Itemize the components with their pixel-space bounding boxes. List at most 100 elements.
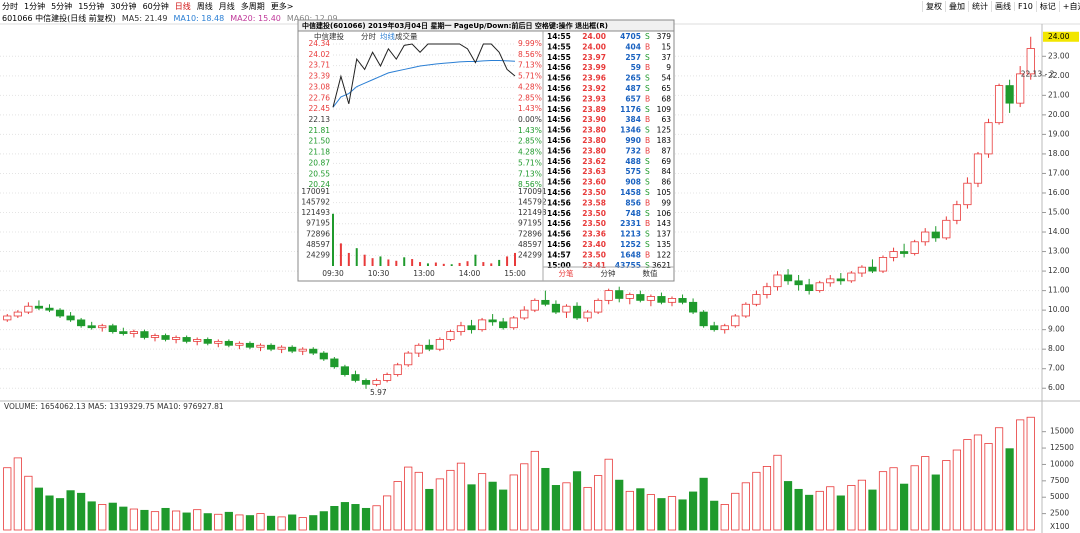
intraday-volume-bar — [403, 257, 406, 266]
period-tab[interactable]: 周线 — [196, 1, 213, 11]
trade-side: S — [645, 32, 650, 41]
candle-body — [1005, 85, 1014, 104]
candle-body — [815, 282, 824, 292]
bottom-tab[interactable]: 分钟 — [601, 268, 616, 278]
volume-bar — [119, 506, 128, 531]
volume-bar — [488, 481, 497, 531]
trade-volume: 657 — [625, 94, 641, 103]
intraday-volume-bar — [498, 259, 501, 266]
volume-bar — [203, 513, 212, 531]
vol-label: 97195 — [518, 219, 542, 228]
candle-body — [530, 299, 539, 311]
ma-label: MA60: 12.09 — [286, 13, 338, 23]
trade-price: 23.58 — [582, 198, 606, 207]
trade-side: B — [645, 94, 650, 103]
popup-frame — [297, 19, 675, 282]
volume-bar — [266, 515, 276, 531]
candle-body — [203, 339, 212, 344]
tool-button[interactable]: 标记 — [1035, 0, 1059, 12]
trade-volume: 2331 — [620, 219, 641, 228]
candle-body — [140, 331, 149, 338]
price-label: 23.39 — [309, 72, 331, 81]
candle-body — [467, 325, 476, 331]
volume-bar — [931, 474, 940, 531]
tool-button[interactable]: F10 — [1014, 1, 1036, 11]
trade-time: 14:56 — [547, 63, 571, 72]
trade-time: 14:56 — [547, 198, 571, 207]
bottom-tab[interactable]: 数值 — [643, 268, 658, 278]
tool-button[interactable]: 叠加 — [945, 0, 968, 12]
volume-bar — [942, 460, 951, 531]
bottom-tab[interactable]: 分笔 — [559, 268, 574, 278]
intraday-volume-bar — [411, 259, 414, 266]
y-tick-label: 9.00 — [1048, 325, 1065, 334]
trade-volume: 1176 — [620, 105, 641, 114]
period-tab[interactable]: 日线 — [174, 1, 191, 11]
tool-button[interactable]: 统计 — [968, 0, 991, 12]
volume-bar — [129, 508, 138, 531]
period-tab[interactable]: 月线 — [218, 1, 235, 11]
y-tick-label: 12500 — [1050, 443, 1074, 452]
y-tick-label: 23.00 — [1048, 51, 1070, 60]
candle-body — [836, 278, 845, 282]
volume-bar — [161, 507, 170, 531]
candle-body — [66, 315, 75, 321]
period-tab[interactable]: 多周期 — [240, 1, 265, 11]
volume-bar — [150, 511, 160, 531]
y-tick-label: 15.00 — [1048, 208, 1070, 217]
tool-button[interactable]: +自选 — [1058, 0, 1080, 12]
y-tick-label: 10000 — [1050, 459, 1074, 468]
candle-body — [826, 278, 835, 284]
pct-label: 8.56% — [518, 50, 542, 59]
volume-bar — [404, 466, 413, 531]
volume-bar — [921, 456, 930, 531]
period-tab[interactable]: 5分钟 — [51, 1, 73, 11]
tool-button[interactable]: 画线 — [991, 0, 1014, 12]
popup-tab[interactable]: 中信建投 — [314, 31, 344, 41]
price-label: 23.08 — [309, 82, 331, 91]
period-tab[interactable]: 30分钟 — [110, 1, 137, 11]
intraday-volume-bar — [419, 262, 422, 266]
trade-side: B — [645, 42, 650, 51]
popup-tab[interactable]: 均线 — [380, 31, 395, 41]
period-tab[interactable]: 60分钟 — [142, 1, 169, 11]
trade-time: 14:56 — [547, 188, 571, 197]
volume-bar — [446, 469, 455, 531]
volume-bar — [741, 482, 750, 531]
period-tab[interactable]: 更多> — [270, 1, 294, 11]
time-label: 09:30 — [322, 269, 344, 278]
popup-tab[interactable]: 成交量 — [395, 31, 418, 41]
volume-bar — [435, 478, 444, 531]
volume-bar — [720, 504, 729, 531]
pct-label: 1.43% — [518, 104, 542, 113]
trade-volume: 43755 — [615, 261, 641, 270]
tool-button[interactable]: 复权 — [922, 0, 945, 12]
candle-body — [847, 272, 856, 282]
period-toolbar: 分时 1分钟 5分钟 15分钟 30分钟 60分钟 日线 周线 月线 多周期 更多> — [2, 0, 293, 12]
volume-bar — [1026, 416, 1035, 531]
trade-count: 3621 — [652, 261, 671, 270]
popup-tab[interactable]: 分时 — [361, 31, 376, 41]
intraday-volume-bar — [339, 243, 342, 266]
trade-count: 15 — [661, 42, 671, 51]
period-tab[interactable]: 1分钟 — [24, 1, 46, 11]
y-tick-label: 22.00 — [1048, 71, 1070, 80]
popup-titlebar — [297, 19, 675, 32]
volume-bar — [55, 498, 65, 531]
candle-body — [87, 325, 96, 329]
trade-price: 23.63 — [582, 167, 606, 176]
price-label: 20.24 — [309, 180, 331, 189]
candle-body — [773, 274, 782, 288]
price-label: 20.55 — [309, 169, 331, 178]
trade-volume: 384 — [625, 115, 641, 124]
period-tab[interactable]: 15分钟 — [78, 1, 105, 11]
candle-body — [604, 290, 613, 301]
candle-body — [372, 380, 381, 385]
trade-volume: 1648 — [620, 250, 641, 259]
volume-bar — [1016, 419, 1025, 531]
volume-bar — [731, 492, 740, 531]
trade-time: 14:56 — [547, 167, 571, 176]
volume-bar — [868, 489, 877, 531]
volume-bar — [878, 471, 888, 531]
period-tab[interactable]: 分时 — [2, 1, 18, 11]
